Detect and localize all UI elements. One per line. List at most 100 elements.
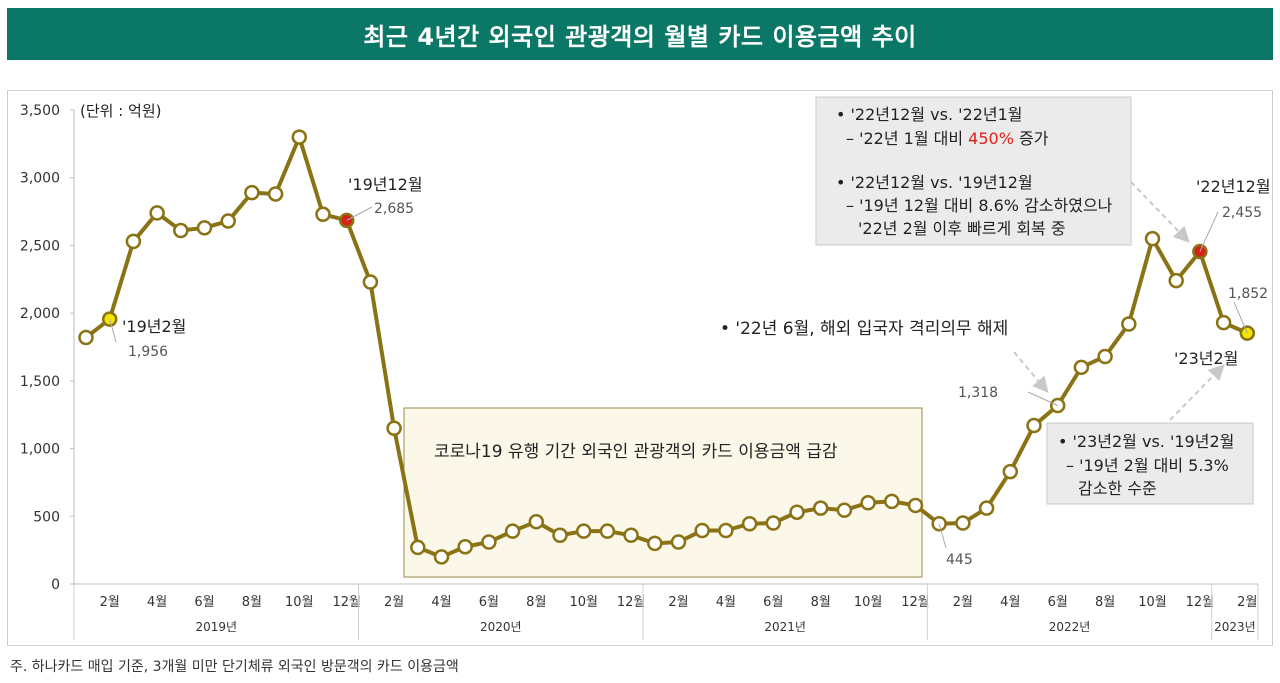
reopen-note: • '22년 6월, 해외 입국자 격리의무 해제: [720, 319, 1008, 339]
x-month-label: 2월: [668, 595, 688, 610]
x-month-label: 12월: [901, 595, 930, 610]
data-point: [955, 515, 971, 531]
point-label: '19년2월: [122, 317, 186, 336]
callout-top: • '22년12월 vs. '22년1월 – '22년 1월 대비 450% 증…: [815, 96, 1132, 246]
x-month-label: 6월: [479, 595, 499, 610]
data-point: [741, 515, 758, 532]
chart-title: 최근 4년간 외국인 관광객의 월별 카드 이용금액 추이: [363, 22, 917, 51]
y-tick-label: 1,000: [20, 442, 60, 458]
point-label: '22년12월: [1196, 177, 1271, 196]
data-point: [718, 522, 734, 539]
annotations-group: '19년2월 1,956 '19년12월 2,685 '22년12월 2,455 '23년2…: [109, 175, 1271, 568]
footnote: 주. 하나카드 매입 기준, 3개월 미만 단기체류 외국인 방문객의 카드 이…: [10, 659, 459, 675]
covid-period-text: 코로나19 유행 기간 외국인 관광객의 카드 이용금액 급감: [434, 442, 838, 462]
x-month-label: 8월: [242, 595, 262, 610]
callout-bottom-line3: 감소한 수준: [1078, 479, 1157, 498]
value-leader-line: [938, 523, 947, 549]
x-month-label: 4월: [431, 595, 451, 610]
data-point: [173, 222, 189, 239]
callout-bottom: • '23년2월 vs. '19년2월 – '19년 2월 대비 5.3% 감소…: [1046, 422, 1254, 505]
callout-top-line2: – '22년 1월 대비 450% 증가: [846, 129, 1049, 148]
reopen-note-arrow: [1013, 351, 1049, 394]
callout-top-line1: • '22년12월 vs. '22년1월: [836, 105, 1023, 124]
x-month-label: 12월: [617, 595, 646, 610]
value-leader-line: [1233, 301, 1248, 334]
callout-top-box: [815, 96, 1132, 246]
line-chart: 0 500 1,000 1,500 2,000 2,500 3,000 3,500 2월 4월 6월…: [20, 96, 1271, 640]
y-tick-label: 0: [51, 577, 60, 593]
x-year-label: 2019년: [195, 620, 237, 634]
data-point: [1144, 230, 1161, 247]
value-leader-line: [1027, 391, 1058, 406]
data-point: [1168, 272, 1184, 289]
x-month-label: 2월: [953, 595, 973, 610]
point-value-label: 2,685: [374, 201, 414, 217]
point-value-label: 1,318: [958, 385, 998, 401]
x-month-label: 12월: [332, 595, 361, 610]
point-value-label: 1,852: [1228, 286, 1268, 302]
data-point: [694, 522, 710, 539]
data-point: [504, 523, 521, 539]
x-year-label: 2021년: [764, 620, 806, 634]
data-point: [1002, 463, 1019, 480]
data-point: [125, 233, 142, 250]
data-point: [978, 500, 995, 516]
value-leader-line: [109, 318, 117, 343]
data-point: [220, 213, 236, 229]
x-month-label: 4월: [147, 595, 167, 610]
data-point: [765, 515, 782, 531]
x-year-label: 2020년: [480, 620, 522, 634]
data-point: [1215, 314, 1232, 331]
data-point: [1097, 348, 1113, 365]
chart-frame: [7, 90, 1273, 646]
data-point: [149, 205, 165, 221]
y-tick-label: 2,500: [20, 238, 60, 254]
unit-label: (단위 : 억원): [80, 102, 162, 120]
data-point: [457, 539, 473, 555]
y-tick-label: 500: [33, 509, 60, 525]
data-point: [386, 420, 402, 437]
covid-period-box: [403, 407, 923, 578]
x-year-label: 2022년: [1049, 620, 1091, 634]
x-month-label: 6월: [194, 595, 214, 610]
data-point: [267, 186, 284, 202]
data-point: [315, 206, 331, 223]
data-point: [410, 539, 426, 556]
point-label: '23년2월: [1174, 349, 1238, 368]
data-point: [244, 184, 260, 201]
x-month-label: 8월: [1095, 595, 1115, 610]
x-month-label: 8월: [811, 595, 831, 610]
x-month-label: 4월: [1000, 595, 1020, 610]
callout-top-highlight: 450%: [968, 129, 1014, 148]
x-month-label: 6월: [1048, 595, 1068, 610]
data-point: [1026, 417, 1042, 434]
data-point: [599, 523, 616, 539]
chart-title-bar: 최근 4년간 외국인 관광객의 월별 카드 이용금액 추이: [7, 8, 1273, 60]
x-month-label: 4월: [716, 595, 736, 610]
point-value-label: 1,956: [128, 344, 168, 360]
x-month-label: 10월: [1138, 595, 1167, 610]
y-tick-label: 3,500: [20, 103, 60, 119]
data-point: [78, 329, 94, 346]
callout-bottom-line2: – '19년 2월 대비 5.3%: [1066, 456, 1229, 475]
data-point: [670, 534, 687, 550]
x-month-label: 12월: [1186, 595, 1215, 610]
point-label: '19년12월: [348, 175, 423, 194]
callout-top-line2-prefix: – '22년 1월 대비: [846, 129, 968, 148]
value-leader-line: [1199, 211, 1219, 252]
data-point: [481, 534, 497, 550]
data-point: [812, 500, 829, 516]
x-month-label: 2월: [384, 595, 404, 610]
data-point: [362, 274, 379, 290]
point-value-label: 2,455: [1222, 205, 1262, 221]
value-leader-line: [346, 206, 373, 221]
data-point: [291, 129, 308, 145]
callout-bottom-line1: • '23년2월 vs. '19년2월: [1058, 432, 1234, 451]
data-point: [575, 523, 592, 539]
data-point: [884, 493, 900, 510]
y-tick-label: 2,000: [20, 306, 60, 322]
data-point: [528, 513, 545, 530]
data-point: [789, 504, 805, 520]
x-month-label: 6월: [763, 595, 783, 610]
x-month-label: 10월: [854, 595, 883, 610]
